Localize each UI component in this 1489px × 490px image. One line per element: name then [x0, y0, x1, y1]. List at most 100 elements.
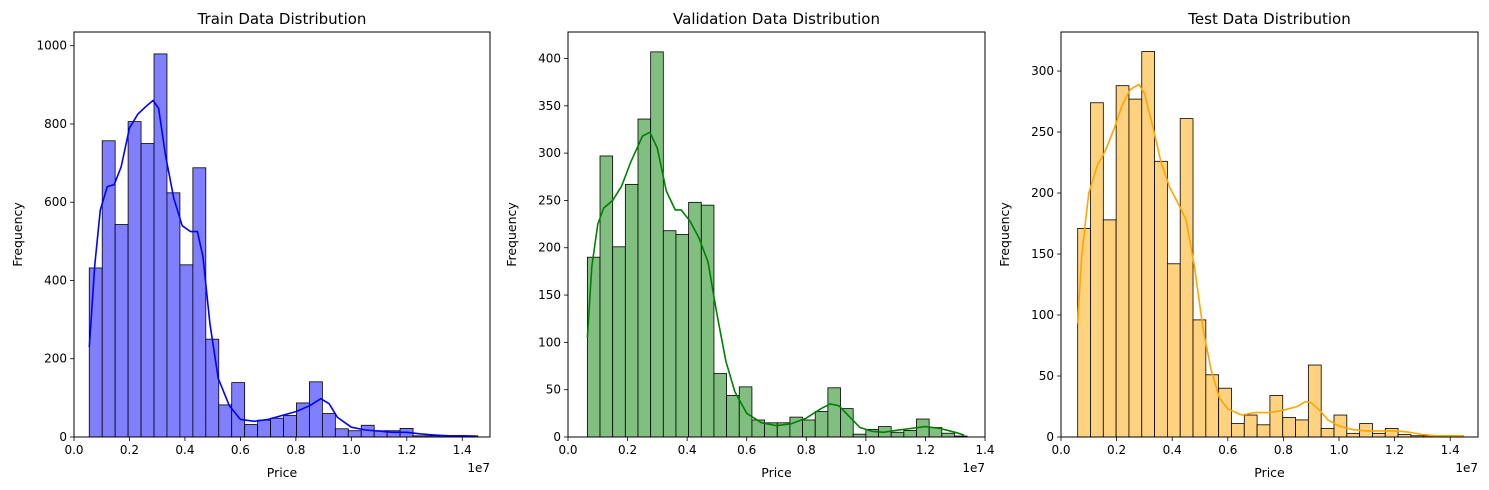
x-axis-offset-label: 1e7 — [962, 461, 985, 475]
histogram-bar — [903, 429, 917, 438]
x-axis-offset-label: 1e7 — [1455, 461, 1478, 475]
x-axis-label: Price — [761, 465, 792, 480]
chart-panel-3: 0.0 0.2 0.4 0.6 0.8 1.0 1.2 1.4 0 50 100 150 200 250 3… — [997, 10, 1479, 480]
y-tick-label: 400 — [44, 273, 67, 287]
x-tick-label: 1.2 — [916, 443, 935, 457]
chart-title: Validation Data Distribution — [673, 10, 880, 28]
y-tick-label: 50 — [1039, 369, 1054, 383]
histogram-bar — [941, 432, 955, 438]
histogram-bar — [347, 430, 362, 438]
histogram-bar — [726, 394, 740, 438]
histogram-bar — [675, 234, 690, 438]
x-axis-ticks: 0.0 0.2 0.4 0.6 0.8 1.0 1.2 1.4 — [1051, 437, 1460, 457]
histogram-bar — [599, 155, 614, 438]
y-axis-label: Frequency — [997, 202, 1012, 267]
x-tick-label: 1.0 — [342, 443, 361, 457]
histogram-bar — [890, 431, 905, 438]
histogram-bar — [802, 419, 816, 438]
histogram-bar — [1128, 98, 1143, 438]
kde-line — [586, 131, 965, 436]
histogram-bar — [283, 415, 297, 438]
y-tick-label: 100 — [1031, 308, 1054, 322]
y-tick-label: 1000 — [36, 39, 67, 53]
chart-title: Train Data Distribution — [197, 10, 367, 28]
x-tick-label: 0.0 — [1051, 443, 1070, 457]
histogram-bar — [1205, 374, 1220, 438]
y-tick-label: 250 — [538, 193, 561, 207]
x-tick-label: 1.2 — [1385, 443, 1404, 457]
x-axis-ticks: 0.0 0.2 0.4 0.6 0.8 1.0 1.2 1.4 — [64, 437, 472, 457]
x-axis-ticks: 0.0 0.2 0.4 0.6 0.8 1.0 1.2 1.4 — [558, 437, 995, 457]
y-tick-label: 300 — [1031, 64, 1054, 78]
y-tick-label: 150 — [1031, 247, 1054, 261]
y-tick-label: 150 — [538, 288, 561, 302]
x-tick-label: 0.2 — [120, 443, 139, 457]
histogram-bar — [1115, 85, 1130, 438]
x-axis-label: Price — [267, 465, 298, 480]
y-axis-ticks: 0 50 100 150 200 250 300 350 400 — [538, 51, 568, 444]
histogram-bar — [1179, 118, 1194, 438]
histogram-bar — [179, 264, 194, 438]
histogram-bar — [1256, 424, 1271, 438]
chart-title: Test Data Distribution — [1187, 10, 1350, 28]
x-tick-label: 1.2 — [397, 443, 416, 457]
histogram-bar — [218, 404, 233, 438]
x-tick-label: 0.8 — [797, 443, 816, 457]
histogram-bar — [140, 143, 155, 438]
x-tick-label: 1.4 — [1441, 443, 1460, 457]
histogram-bar — [650, 51, 664, 438]
histogram-bar — [1218, 387, 1232, 438]
histogram-bar — [1346, 432, 1361, 438]
x-tick-label: 1.4 — [453, 443, 472, 457]
histogram-bar — [309, 381, 323, 438]
histogram-bar — [1090, 102, 1104, 438]
x-axis-label: Price — [1254, 465, 1285, 480]
histogram-bar — [1269, 395, 1284, 438]
y-tick-label: 250 — [1031, 125, 1054, 139]
x-tick-label: 0.6 — [231, 443, 250, 457]
histogram-bar — [270, 417, 284, 438]
histogram-bar — [1384, 428, 1399, 438]
x-tick-label: 0.4 — [678, 443, 697, 457]
x-tick-label: 0.0 — [64, 443, 83, 457]
y-tick-label: 600 — [44, 195, 67, 209]
histogram-bar — [127, 121, 142, 438]
x-tick-label: 0.4 — [175, 443, 194, 457]
histogram-bar — [166, 192, 181, 438]
y-tick-label: 200 — [1031, 186, 1054, 200]
y-tick-label: 0 — [59, 430, 67, 444]
histogram-bar — [244, 424, 259, 438]
histogram-bar — [88, 267, 103, 438]
x-tick-label: 0.0 — [558, 443, 577, 457]
kde-line — [88, 99, 477, 437]
axes-frame — [1060, 31, 1479, 438]
histogram-bar — [1077, 228, 1091, 438]
kde-line — [1076, 83, 1465, 437]
histogram-bar — [700, 204, 715, 438]
x-tick-label: 1.4 — [975, 443, 994, 457]
histogram-bar — [114, 224, 129, 438]
histogram-bars — [586, 51, 968, 438]
histogram-bar — [231, 382, 246, 438]
axes-frame — [73, 31, 491, 438]
y-axis-ticks: 0 200 400 600 800 1000 — [36, 39, 74, 444]
histogram-bar — [662, 230, 677, 438]
y-tick-label: 300 — [538, 146, 561, 160]
y-tick-label: 400 — [538, 51, 561, 65]
y-tick-label: 800 — [44, 117, 67, 131]
histogram-bar — [321, 413, 336, 438]
histogram-bar — [1243, 414, 1258, 438]
histogram-bars — [1077, 51, 1463, 438]
histogram-bar — [827, 387, 841, 438]
x-tick-label: 1.0 — [856, 443, 875, 457]
x-tick-label: 0.4 — [1163, 443, 1182, 457]
histogram-bar — [814, 411, 829, 438]
histogram-bar — [612, 246, 626, 438]
y-tick-label: 0 — [553, 430, 561, 444]
histogram-bar — [1154, 160, 1168, 438]
histogram-bar — [1295, 419, 1309, 438]
x-tick-label: 0.2 — [1107, 443, 1126, 457]
histogram-bar — [713, 373, 728, 438]
histogram-bar — [1192, 319, 1207, 438]
